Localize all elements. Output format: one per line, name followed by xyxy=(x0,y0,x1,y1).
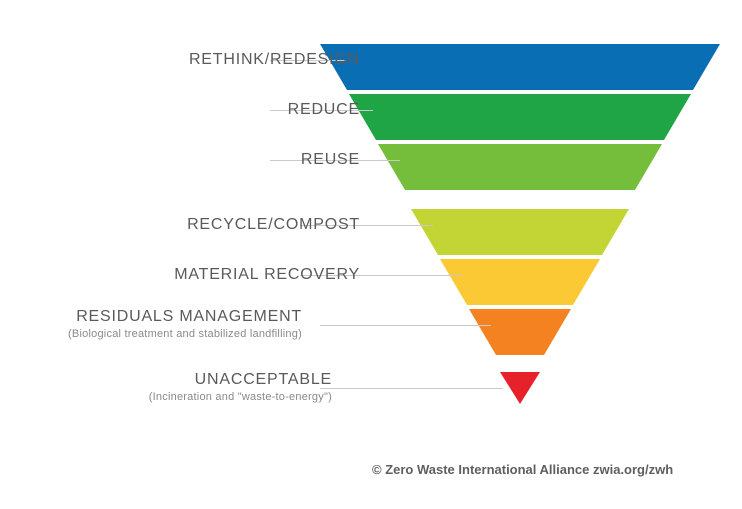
zero-waste-hierarchy-funnel: © Zero Waste International Alliance zwia… xyxy=(0,0,742,509)
tier-label-3: RECYCLE/COMPOST xyxy=(80,216,360,234)
tier-label-main: RESIDUALS MANAGEMENT xyxy=(22,308,302,326)
tier-label-5: RESIDUALS MANAGEMENT (Biological treatmen… xyxy=(22,308,302,340)
tier-label-sub: (Biological treatment and stabilized lan… xyxy=(22,328,302,340)
tier-label-main: REDUCE xyxy=(80,101,360,119)
funnel-tier-4 xyxy=(440,259,600,305)
funnel-tier-0 xyxy=(320,44,720,90)
funnel-tier-2 xyxy=(378,144,662,190)
credit-text: © Zero Waste International Alliance zwia… xyxy=(372,462,673,477)
tier-label-main: UNACCEPTABLE xyxy=(52,371,332,389)
tier-label-sub: (Incineration and "waste-to-energy") xyxy=(52,391,332,403)
tier-label-6: UNACCEPTABLE (Incineration and "waste-to-… xyxy=(52,371,332,403)
tier-label-main: REUSE xyxy=(80,151,360,169)
tier-label-main: RETHINK/REDESIGN xyxy=(80,51,360,69)
funnel-tier-5 xyxy=(469,309,571,355)
tier-label-4: MATERIAL RECOVERY xyxy=(80,266,360,284)
funnel-tier-3 xyxy=(411,209,629,255)
tier-label-2: REUSE xyxy=(80,151,360,169)
tier-label-main: MATERIAL RECOVERY xyxy=(80,266,360,284)
funnel-tier-6 xyxy=(500,372,540,404)
leader-line-6 xyxy=(320,388,503,389)
tier-label-main: RECYCLE/COMPOST xyxy=(80,216,360,234)
tier-label-1: REDUCE xyxy=(80,101,360,119)
leader-line-5 xyxy=(320,325,491,326)
funnel-tier-1 xyxy=(349,94,691,140)
tier-label-0: RETHINK/REDESIGN xyxy=(80,51,360,69)
